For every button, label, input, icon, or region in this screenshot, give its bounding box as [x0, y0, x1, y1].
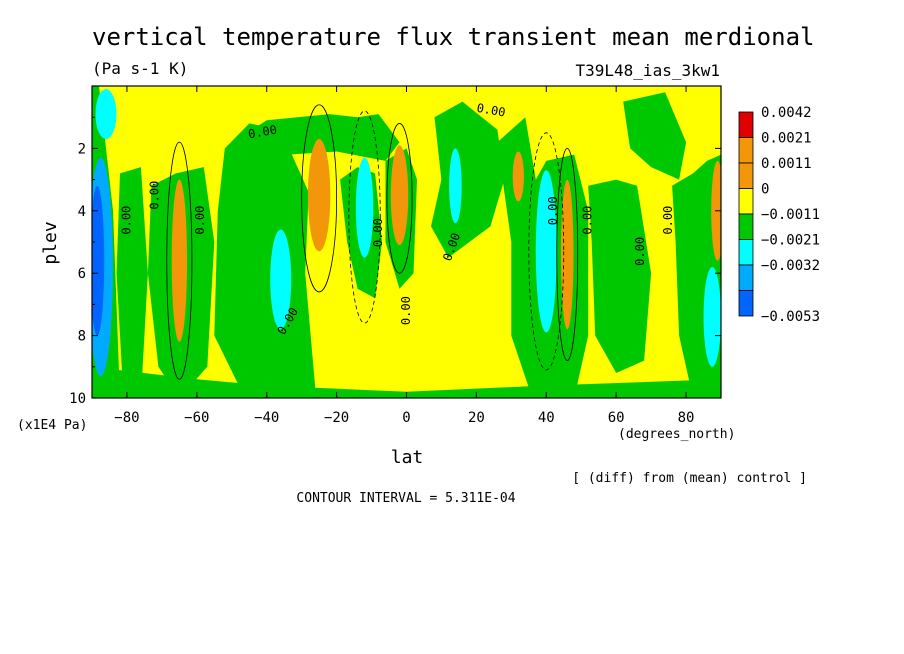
contour-label: 0.00	[399, 296, 413, 325]
y-tick-label: 10	[69, 391, 86, 407]
y-axis-label: plev	[40, 221, 61, 264]
legend-label: 0.0021	[761, 131, 812, 147]
legend-label: −0.0032	[761, 258, 820, 274]
x-tick-label: 40	[538, 410, 555, 426]
x-axis: −80 −60 −40 −20 0 20 40 60 80	[114, 86, 694, 426]
legend-swatch	[738, 162, 754, 189]
x-tick-label: 80	[678, 410, 695, 426]
region-orange-46	[560, 179, 574, 330]
region-green-60n	[588, 179, 652, 373]
region-cyan-14	[449, 148, 462, 224]
region-orange-minus-25	[307, 139, 331, 252]
y-tick-label: 4	[78, 204, 86, 220]
contour-line	[528, 132, 565, 371]
contour-interval: CONTOUR INTERVAL = 5.311E-04	[296, 491, 515, 506]
x-tick-label: −20	[324, 410, 349, 426]
contour-label: 0.00	[633, 237, 647, 266]
contour-label: 0.00	[476, 101, 507, 120]
diff-note: [ (diff) from (mean) control ]	[572, 471, 807, 486]
contour-label: 0.00	[581, 206, 595, 235]
x-units: (degrees_north)	[618, 427, 735, 442]
legend-swatch	[738, 111, 754, 138]
contour-label: 0.00	[546, 196, 560, 225]
region-green-80s	[116, 167, 148, 398]
y-axis: 2 4 6 8 10	[69, 116, 721, 407]
contour-line	[166, 141, 193, 380]
x-tick-label: −40	[254, 410, 279, 426]
legend-swatch	[738, 188, 754, 215]
x-tick-label: −80	[114, 410, 139, 426]
contour-label: 0.00	[371, 218, 385, 247]
region-cyan-minus-36	[270, 229, 292, 330]
legend-swatch	[738, 290, 754, 317]
x-tick-label: 0	[402, 410, 410, 426]
contour-line	[348, 110, 381, 324]
contour-label: 0.00	[247, 123, 278, 142]
run-label: T39L48_ias_3kw1	[576, 61, 721, 80]
legend-label: 0.0011	[761, 156, 812, 172]
contour-field	[92, 86, 721, 398]
chart-units: (Pa s-1 K)	[92, 59, 188, 78]
x-tick-label: −60	[184, 410, 209, 426]
contour-label: 0.00	[661, 206, 675, 235]
y-units: (x1E4 Pa)	[17, 418, 87, 433]
legend-label: 0	[761, 182, 769, 198]
contour-label: 0.00	[119, 206, 133, 235]
legend-label: −0.0053	[761, 309, 820, 325]
plot-area: 0.00 0.00 0.00 0.00 0.00 0.00 0.00 0.00 0.00 0.00…	[69, 85, 722, 426]
legend-label: 0.0042	[761, 105, 812, 121]
contour-line	[556, 147, 579, 361]
region-green-bottom	[92, 366, 721, 398]
region-orange-32	[512, 151, 524, 202]
legend-label: −0.0011	[761, 207, 820, 223]
legend-swatch	[738, 213, 754, 240]
region-green-40s	[214, 123, 316, 398]
contour-line	[301, 104, 338, 293]
legend-swatch	[738, 264, 754, 291]
x-tick-label: 20	[468, 410, 485, 426]
region-cyan-south-top	[95, 89, 117, 140]
legend-swatch	[738, 137, 754, 164]
x-tick-label: 60	[608, 410, 625, 426]
x-axis-label: lat	[391, 447, 424, 468]
legend-label: −0.0021	[761, 233, 820, 249]
contour-label: 0.00	[193, 206, 207, 235]
region-green-north-upper	[431, 101, 505, 258]
y-tick-label: 2	[78, 141, 86, 157]
y-tick-label: 8	[78, 329, 86, 345]
region-cyan-40	[535, 170, 557, 333]
region-orange-minus-65	[171, 179, 188, 342]
region-cyan-north-edge	[703, 266, 721, 367]
region-orange-0	[390, 145, 409, 246]
region-cyan-minus-12	[355, 157, 374, 258]
region-green-70n-top	[623, 92, 687, 180]
contour-label: 0.00	[147, 181, 161, 210]
region-darkblue-south-edge	[92, 185, 105, 336]
legend-swatch	[738, 239, 754, 266]
color-legend: 0.0042 0.0021 0.0011 0 −0.0011 −0.0021 −0.0032…	[738, 105, 820, 325]
contour-line	[386, 123, 413, 274]
region-green-upper-mid	[242, 114, 400, 161]
y-tick-label: 6	[78, 266, 86, 282]
chart-title: vertical temperature flux transient mean…	[92, 23, 814, 51]
